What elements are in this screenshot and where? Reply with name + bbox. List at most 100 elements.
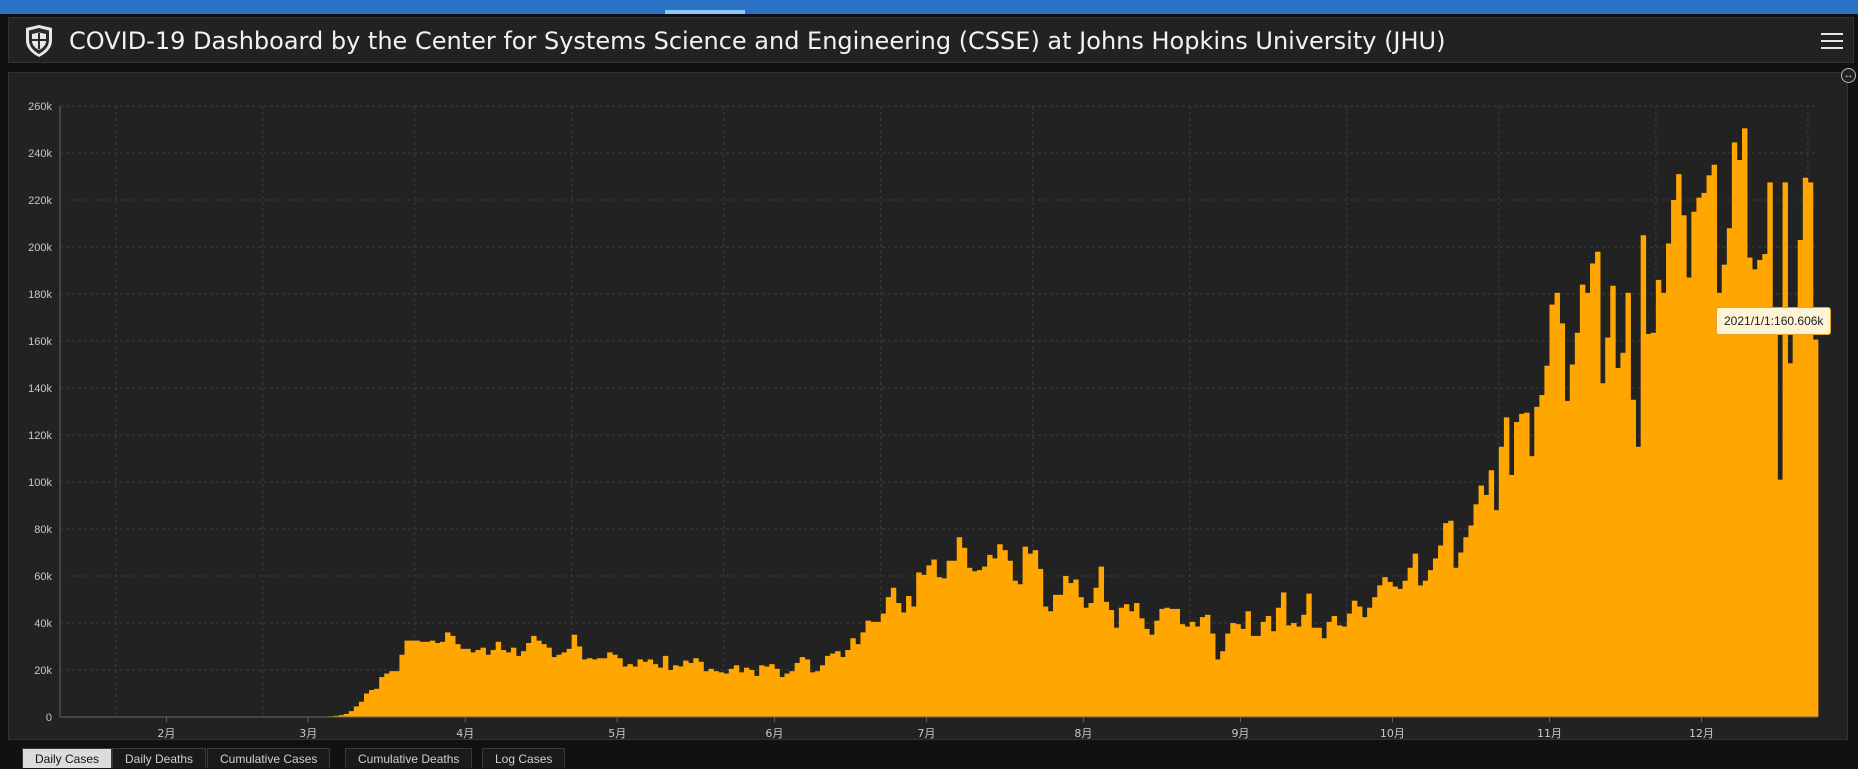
bar[interactable]: [1382, 577, 1387, 717]
tab-cumulative-deaths[interactable]: Cumulative Deaths: [345, 748, 472, 768]
bar[interactable]: [1180, 624, 1185, 717]
bar[interactable]: [1408, 568, 1413, 717]
bar[interactable]: [1154, 621, 1159, 717]
bar[interactable]: [1783, 182, 1788, 717]
bar[interactable]: [1337, 625, 1342, 717]
bar[interactable]: [825, 656, 830, 717]
bar[interactable]: [526, 643, 531, 717]
bar[interactable]: [1007, 561, 1012, 717]
bar[interactable]: [1362, 617, 1367, 717]
bar[interactable]: [1235, 624, 1240, 717]
bar[interactable]: [805, 659, 810, 717]
bar[interactable]: [1109, 610, 1114, 717]
bar[interactable]: [410, 641, 415, 717]
bar[interactable]: [1190, 622, 1195, 717]
bar[interactable]: [784, 674, 789, 717]
bar[interactable]: [1504, 417, 1509, 717]
bar[interactable]: [1458, 553, 1463, 718]
bar[interactable]: [1661, 293, 1666, 717]
bar[interactable]: [1063, 576, 1068, 717]
bar[interactable]: [582, 659, 587, 717]
bar[interactable]: [1620, 353, 1625, 717]
bar[interactable]: [516, 656, 521, 717]
bar[interactable]: [1256, 636, 1261, 717]
bar[interactable]: [952, 561, 957, 717]
bar[interactable]: [506, 652, 511, 717]
bar[interactable]: [683, 661, 688, 717]
bar[interactable]: [602, 658, 607, 717]
bar[interactable]: [1225, 634, 1230, 717]
bar[interactable]: [460, 649, 465, 717]
bar[interactable]: [1494, 510, 1499, 717]
bar[interactable]: [577, 647, 582, 718]
bar[interactable]: [871, 622, 876, 717]
tab-daily-cases[interactable]: Daily Cases: [22, 748, 112, 768]
bar[interactable]: [1028, 554, 1033, 717]
bar[interactable]: [1367, 608, 1372, 717]
bar[interactable]: [1078, 597, 1083, 717]
bar[interactable]: [795, 663, 800, 717]
bar[interactable]: [901, 612, 906, 717]
bar[interactable]: [1200, 617, 1205, 717]
bar[interactable]: [486, 655, 491, 717]
bar[interactable]: [597, 658, 602, 717]
bar[interactable]: [1175, 609, 1180, 717]
bar[interactable]: [1585, 293, 1590, 717]
bar[interactable]: [992, 558, 997, 717]
bar[interactable]: [374, 689, 379, 717]
bar[interactable]: [1114, 628, 1119, 717]
bar[interactable]: [688, 663, 693, 717]
bar[interactable]: [653, 664, 658, 717]
bar[interactable]: [1646, 334, 1651, 717]
bar[interactable]: [430, 641, 435, 717]
bar[interactable]: [840, 657, 845, 717]
bar[interactable]: [1316, 628, 1321, 717]
bar[interactable]: [1311, 628, 1316, 717]
bar[interactable]: [1767, 182, 1772, 717]
bar[interactable]: [557, 655, 562, 717]
bar[interactable]: [1134, 603, 1139, 717]
bar[interactable]: [420, 642, 425, 717]
bar[interactable]: [714, 671, 719, 717]
bar[interactable]: [698, 662, 703, 717]
bar[interactable]: [1251, 636, 1256, 717]
bar[interactable]: [693, 658, 698, 717]
bar[interactable]: [1094, 588, 1099, 717]
bar[interactable]: [1403, 581, 1408, 717]
bar[interactable]: [1220, 651, 1225, 717]
bar[interactable]: [1808, 182, 1813, 717]
bar[interactable]: [567, 649, 572, 717]
bar[interactable]: [1636, 447, 1641, 717]
bar[interactable]: [1002, 550, 1007, 717]
bar[interactable]: [1332, 616, 1337, 717]
bar[interactable]: [1575, 333, 1580, 717]
bar[interactable]: [1610, 286, 1615, 717]
bar[interactable]: [876, 622, 881, 717]
bar[interactable]: [470, 652, 475, 717]
bar[interactable]: [1387, 582, 1392, 717]
bar[interactable]: [1210, 634, 1215, 717]
bar[interactable]: [1119, 608, 1124, 717]
bar[interactable]: [1605, 337, 1610, 717]
bar[interactable]: [860, 632, 865, 717]
bar[interactable]: [622, 666, 627, 717]
bar[interactable]: [1671, 200, 1676, 717]
bar[interactable]: [855, 644, 860, 717]
bar[interactable]: [911, 607, 916, 717]
bar[interactable]: [1524, 413, 1529, 717]
bar[interactable]: [1813, 340, 1818, 717]
bar[interactable]: [1261, 622, 1266, 717]
bar[interactable]: [947, 561, 952, 717]
bar[interactable]: [521, 651, 526, 717]
bar[interactable]: [967, 568, 972, 717]
bar[interactable]: [1023, 547, 1028, 717]
bar[interactable]: [845, 650, 850, 717]
bar[interactable]: [1018, 584, 1023, 717]
tab-cumulative-cases[interactable]: Cumulative Cases: [207, 748, 330, 768]
bar[interactable]: [440, 642, 445, 717]
bar[interactable]: [546, 648, 551, 717]
bar[interactable]: [1033, 550, 1038, 717]
bar[interactable]: [1413, 554, 1418, 717]
bar[interactable]: [1707, 175, 1712, 717]
bar[interactable]: [1170, 609, 1175, 717]
